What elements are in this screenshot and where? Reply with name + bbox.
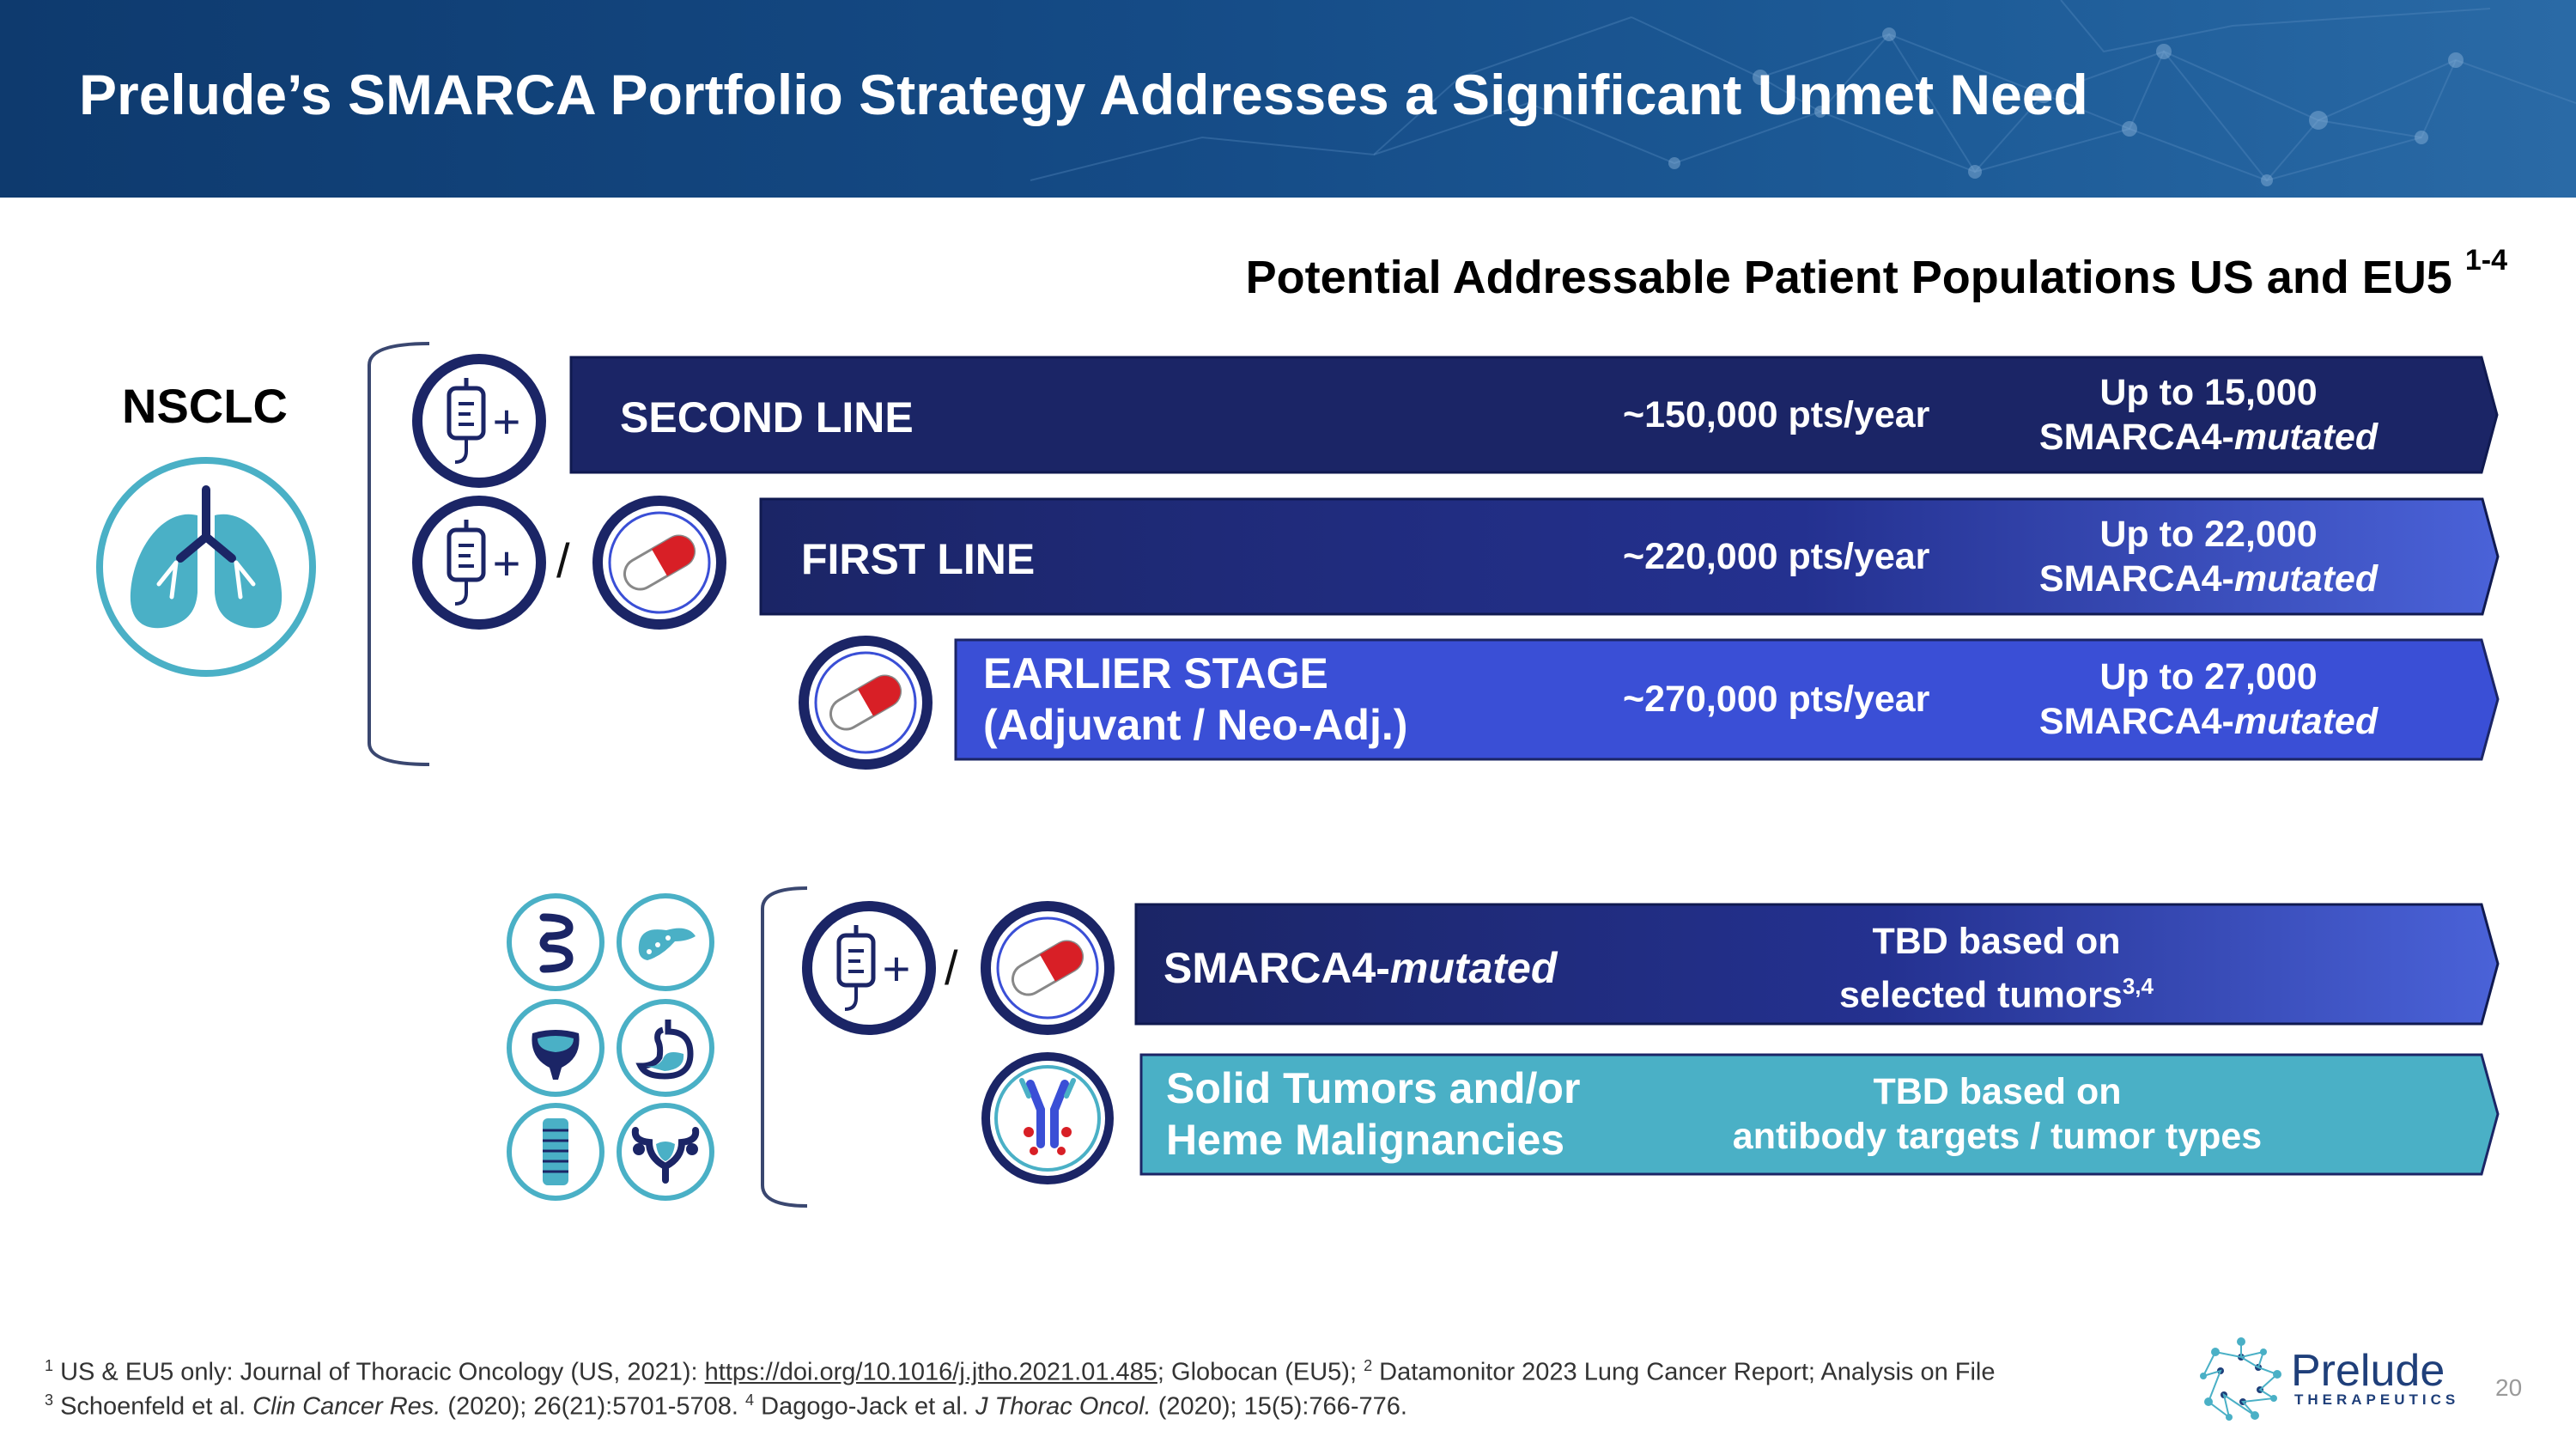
bar-solid-tbd: TBD based on antibody targets / tumor ty… — [1718, 1069, 2276, 1159]
bar-second-mut: SMARCA4-mutated — [2038, 417, 2379, 458]
bar-smarca-tbd: TBD based on selected tumors3,4 — [1803, 919, 2190, 1017]
bar-first-shape — [759, 497, 2500, 616]
page-title: Prelude’s SMARCA Portfolio Strategy Addr… — [79, 63, 2088, 126]
logo-name: Prelude — [2291, 1346, 2445, 1396]
bar-first-up: Up to 22,000 — [2099, 514, 2318, 555]
bar-second-label: SECOND LINE — [620, 393, 914, 441]
doi-link[interactable]: https://doi.org/10.1016/j.jtho.2021.01.4… — [704, 1358, 1157, 1386]
uterus-icon — [617, 1103, 714, 1201]
bar-earlier-up: Up to 27,000 — [2099, 656, 2318, 697]
iv-bag-icon: + — [412, 354, 546, 488]
bar-second-mutated: Up to 15,000 SMARCA4-mutated — [2028, 370, 2389, 460]
bar-smarca-tbd2: selected tumors3,4 — [1839, 973, 2154, 1016]
bar-earlier-pts: ~270,000 pts/year — [1623, 679, 1930, 720]
plus-sign: + — [493, 394, 521, 448]
header-banner — [0, 0, 2576, 198]
pill-icon — [981, 901, 1115, 1035]
network-pattern — [1030, 0, 2576, 186]
bar-solid-shape — [1139, 1053, 2500, 1176]
prelude-logo-icon — [2200, 1337, 2281, 1421]
bar-second-line: SECOND LINE ~150,000 pts/year Up to 15,0… — [568, 355, 2500, 475]
footnote-line-1: 1 US & EU5 only: Journal of Thoracic Onc… — [45, 1357, 1996, 1386]
bar-smarca-tbd1: TBD based on — [1872, 921, 2121, 962]
tumor-bracket — [761, 886, 808, 1208]
bar-earlier-mutated: Up to 27,000 SMARCA4-mutated — [2028, 654, 2389, 744]
page-number: 20 — [2495, 1374, 2523, 1401]
bar-first-mutated: Up to 22,000 SMARCA4-mutated — [2028, 512, 2389, 601]
nsclc-bracket — [368, 342, 430, 766]
lungs-icon — [96, 457, 316, 677]
pancreas-icon — [617, 893, 714, 991]
plus-sign: + — [493, 536, 521, 590]
bar-second-shape — [569, 356, 2499, 474]
bar-solid-label: Solid Tumors and/or Heme Malignancies — [1166, 1064, 1581, 1164]
logo-subtitle: THERAPEUTICS — [2294, 1391, 2460, 1408]
bar-first-line: FIRST LINE ~220,000 pts/year Up to 22,00… — [758, 496, 2501, 617]
bar-solid-tumors: Solid Tumors and/or Heme Malignancies TB… — [1139, 1052, 2501, 1177]
bar-smarca-label: SMARCA4-mutated — [1163, 944, 1558, 992]
pill-icon — [592, 496, 726, 630]
bar-second-up: Up to 15,000 — [2099, 372, 2318, 413]
intestine-icon — [507, 893, 605, 991]
bar-solid-tbd2: antibody targets / tumor types — [1732, 1116, 2263, 1157]
subtitle-superscript: 1-4 — [2464, 244, 2507, 277]
bar-earlier-mut: SMARCA4-mutated — [2038, 701, 2379, 742]
bar-earlier-label: EARLIER STAGE (Adjuvant / Neo-Adj.) — [983, 649, 1408, 749]
section-subtitle: Potential Addressable Patient Population… — [1185, 244, 2507, 304]
bar-second-pts: ~150,000 pts/year — [1623, 394, 1930, 435]
bar-first-label: FIRST LINE — [801, 535, 1036, 583]
nsclc-label: NSCLC — [122, 379, 288, 433]
stomach-icon — [617, 999, 714, 1097]
bar-smarca4-mutated: SMARCA4-mutated TBD based on selected tu… — [1133, 902, 2501, 1026]
bar-first-mut: SMARCA4-mutated — [2038, 558, 2379, 600]
bar-smarca-shape — [1134, 903, 2500, 1026]
plus-sign: + — [883, 941, 911, 995]
subtitle-text: Potential Addressable Patient Population… — [1245, 252, 2452, 303]
iv-bag-icon: + — [412, 496, 546, 630]
iv-bag-icon: + — [802, 901, 936, 1035]
bladder-icon — [507, 999, 605, 1097]
antibody-icon — [981, 1052, 1114, 1184]
footnote-line-2: 3 Schoenfeld et al. Clin Cancer Res. (20… — [45, 1391, 1407, 1421]
bar-earlier-shape — [954, 638, 2500, 761]
bar-first-pts: ~220,000 pts/year — [1623, 536, 1930, 577]
slash-separator: / — [556, 533, 570, 588]
pill-icon — [799, 636, 933, 770]
bar-earlier-stage: EARLIER STAGE (Adjuvant / Neo-Adj.) ~270… — [953, 637, 2501, 762]
esophagus-icon — [507, 1103, 605, 1201]
bar-solid-tbd1: TBD based on — [1873, 1071, 2122, 1112]
slash-separator: / — [945, 941, 958, 995]
